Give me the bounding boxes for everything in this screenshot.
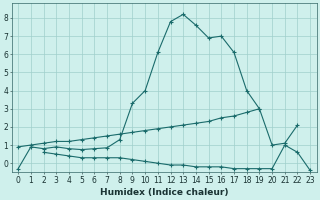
X-axis label: Humidex (Indice chaleur): Humidex (Indice chaleur) <box>100 188 228 197</box>
